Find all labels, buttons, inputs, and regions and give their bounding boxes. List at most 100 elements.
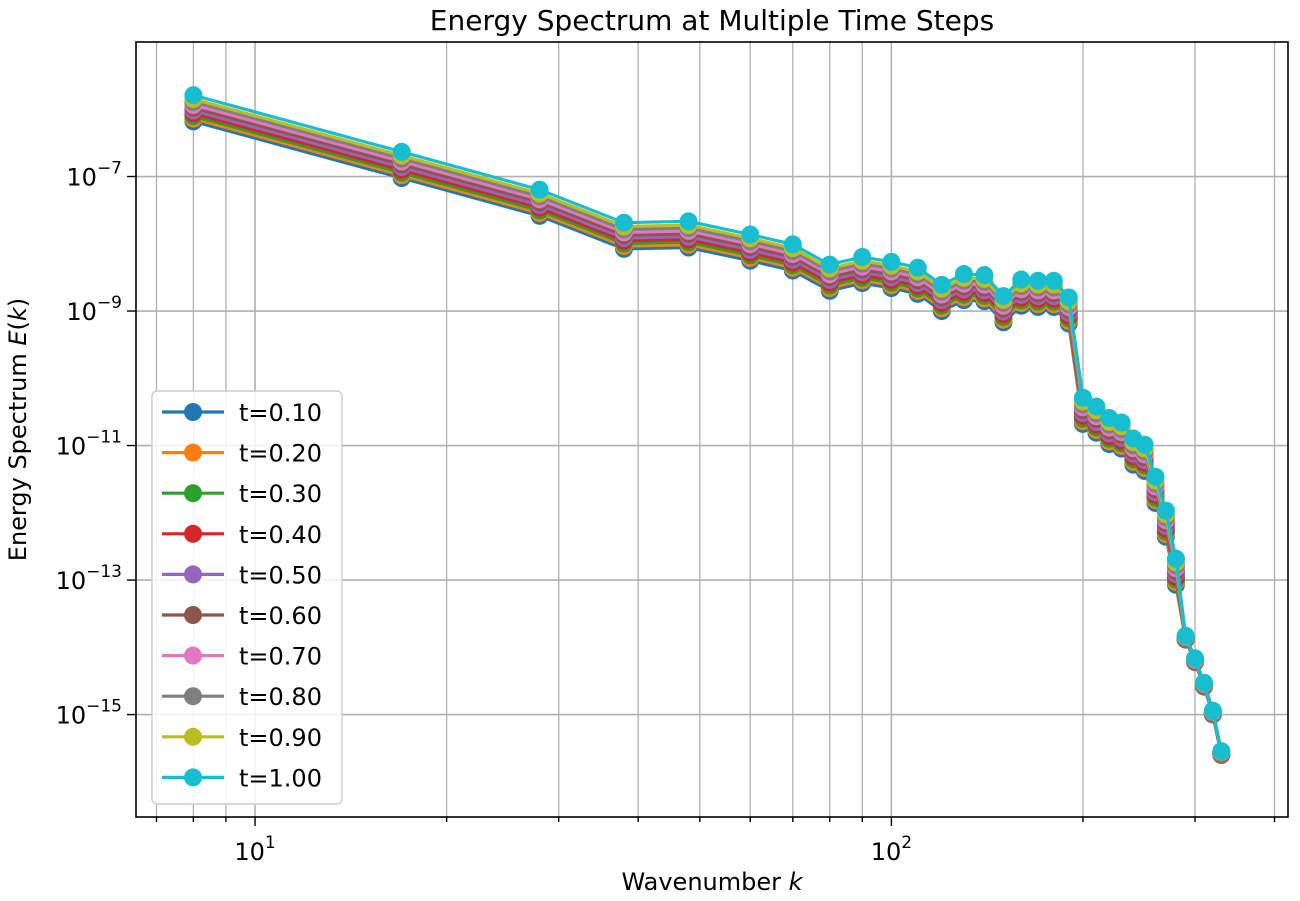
legend-marker xyxy=(184,646,202,665)
y-tick-label: 10−11 xyxy=(56,428,122,461)
data-point xyxy=(1203,701,1222,720)
data-point xyxy=(820,255,839,274)
y-tick-label: 10−9 xyxy=(66,293,122,326)
legend-label: t=0.40 xyxy=(239,521,322,549)
x-tick-label: 102 xyxy=(871,833,912,866)
y-tick-label-exp: −13 xyxy=(86,562,122,582)
data-point xyxy=(1195,673,1214,692)
legend-label: t=0.60 xyxy=(239,602,322,630)
data-point xyxy=(1012,270,1031,289)
data-point xyxy=(1156,501,1175,520)
series-line xyxy=(192,106,1223,754)
y-tick-label: 10−13 xyxy=(56,562,122,595)
data-point xyxy=(530,180,549,199)
legend-label: t=0.50 xyxy=(239,561,322,589)
legend-entry: t=0.30 xyxy=(162,480,322,508)
data-point xyxy=(783,235,802,254)
data-point xyxy=(1176,626,1195,645)
data-point xyxy=(679,212,698,231)
y-tick-label: 10−15 xyxy=(56,697,122,730)
legend-label: t=0.80 xyxy=(239,683,322,711)
legend-label: t=0.90 xyxy=(239,724,322,752)
data-point xyxy=(1087,397,1106,416)
legend-marker xyxy=(184,727,202,746)
data-point xyxy=(954,265,973,284)
y-axis-label-paren: ( xyxy=(4,321,32,330)
series-line xyxy=(192,93,1223,752)
y-tick-label-exp: −15 xyxy=(86,697,122,717)
data-point xyxy=(908,258,927,277)
y-tick-label-exp: −9 xyxy=(97,293,122,313)
legend-marker xyxy=(184,484,202,503)
y-tick-label: 10−7 xyxy=(66,159,122,192)
y-axis-label-var: E xyxy=(4,330,32,346)
legend-entry: t=0.40 xyxy=(162,521,322,549)
y-axis-label-paren-close: ) xyxy=(4,298,32,307)
data-point xyxy=(1212,742,1231,761)
series-line xyxy=(192,108,1223,754)
legend-entry: t=0.10 xyxy=(162,399,322,427)
x-tick-label: 101 xyxy=(234,833,275,866)
legend-marker xyxy=(184,443,202,462)
y-axis-label-k: k xyxy=(4,306,32,321)
series-line xyxy=(192,117,1223,755)
series-line xyxy=(192,103,1223,753)
series-line xyxy=(192,119,1223,756)
y-tick-label-base: 10 xyxy=(66,164,97,192)
data-point xyxy=(1029,271,1048,290)
y-tick-label-exp: −11 xyxy=(86,428,122,448)
x-tick-label-exp: 2 xyxy=(901,833,912,853)
series-line xyxy=(192,100,1223,753)
y-tick-label-base: 10 xyxy=(56,567,87,595)
legend-label: t=1.00 xyxy=(239,764,322,792)
legend-entry: t=0.80 xyxy=(162,683,322,711)
data-point xyxy=(975,266,994,285)
legend-entry: t=0.70 xyxy=(162,643,322,671)
chart-title: Energy Spectrum at Multiple Time Steps xyxy=(430,4,994,37)
data-point xyxy=(853,247,872,266)
legend-entry: t=0.60 xyxy=(162,602,322,630)
data-point xyxy=(1073,388,1092,407)
legend-label: t=0.30 xyxy=(239,480,322,508)
data-point xyxy=(184,86,203,105)
legend-marker xyxy=(184,606,202,624)
x-tick-label-base: 10 xyxy=(871,838,902,866)
data-point xyxy=(1112,413,1131,432)
legend-marker xyxy=(184,403,202,421)
data-point xyxy=(1146,467,1165,486)
x-axis-label-text: Wavenumber xyxy=(621,868,788,896)
x-axis-label-var: k xyxy=(789,868,804,896)
series-line xyxy=(192,97,1223,753)
series-line xyxy=(192,111,1223,755)
data-point xyxy=(932,275,951,294)
y-tick-label-exp: −7 xyxy=(97,159,122,179)
x-tick-label-base: 10 xyxy=(234,838,265,866)
data-point xyxy=(741,225,760,244)
legend-entry: t=0.90 xyxy=(162,724,322,752)
data-point xyxy=(614,213,633,232)
series-line xyxy=(192,114,1223,755)
data-point xyxy=(1135,435,1154,454)
y-tick-label-base: 10 xyxy=(56,433,87,461)
y-tick-label-base: 10 xyxy=(66,298,97,326)
legend: t=0.10 t=0.20 t=0.30 t=0.40 t=0.50 t=0.60 t=0.… xyxy=(151,390,343,805)
legend-entry: t=0.50 xyxy=(162,561,322,589)
legend-label: t=0.20 xyxy=(239,440,322,468)
legend-entry: t=1.00 xyxy=(162,764,322,792)
y-axis-label-text: Energy Spectrum xyxy=(4,346,32,562)
x-axis-label: Wavenumber k xyxy=(621,868,803,896)
legend-label: t=0.10 xyxy=(239,399,322,427)
series-layer xyxy=(184,86,1231,765)
legend-label: t=0.70 xyxy=(239,643,322,671)
legend-marker xyxy=(184,687,202,706)
data-point xyxy=(1044,271,1063,290)
data-point xyxy=(392,142,411,161)
y-tick-label-base: 10 xyxy=(56,702,87,730)
data-point xyxy=(994,287,1013,306)
legend-marker xyxy=(184,565,202,584)
x-tick-label-exp: 1 xyxy=(265,833,276,853)
data-point xyxy=(882,252,901,271)
legend-entry: t=0.20 xyxy=(162,440,322,468)
